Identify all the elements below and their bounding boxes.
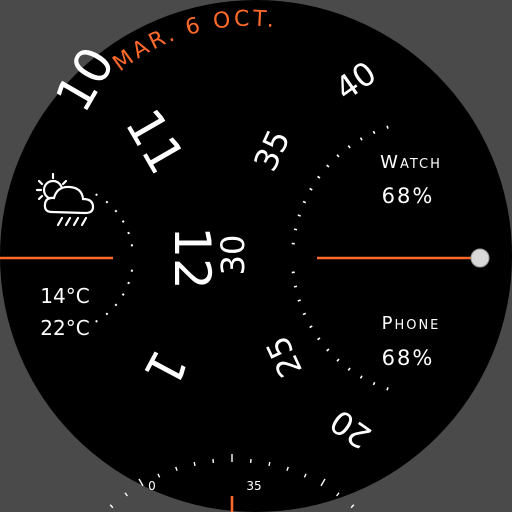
watch-battery-value: 68% xyxy=(381,184,435,208)
tick-mark xyxy=(297,214,301,217)
tick-mark xyxy=(317,337,321,341)
phone-battery-label: Phone xyxy=(381,313,441,334)
tick-mark xyxy=(105,200,109,204)
tick-mark xyxy=(121,220,125,223)
subdial-label-left: 0 xyxy=(148,479,156,493)
tick-mark xyxy=(347,145,351,149)
tick-mark xyxy=(297,299,301,302)
tick-mark xyxy=(320,478,326,487)
tick-mark xyxy=(386,387,389,391)
tick-mark xyxy=(302,312,307,316)
tick-mark xyxy=(303,473,307,478)
pointer-knob xyxy=(470,248,490,268)
tick-mark xyxy=(336,358,340,362)
tick-mark xyxy=(326,348,330,352)
tick-mark xyxy=(347,367,351,371)
tick-mark xyxy=(336,492,340,497)
tick-mark xyxy=(309,325,313,329)
tick-mark xyxy=(268,461,271,467)
minute-numeral-current: 30 xyxy=(214,235,252,276)
tick-mark xyxy=(336,154,340,158)
tick-mark xyxy=(372,130,376,135)
tick-mark xyxy=(175,466,178,471)
temperature-high: 22°C xyxy=(40,316,90,340)
tick-mark xyxy=(105,312,109,316)
tick-mark xyxy=(293,285,298,288)
tick-mark xyxy=(293,228,298,231)
tick-mark xyxy=(302,200,307,204)
tick-mark xyxy=(121,293,125,296)
tick-mark xyxy=(114,209,118,213)
subdial-label: 35 xyxy=(246,479,261,493)
tick-mark xyxy=(317,175,321,179)
tick-mark xyxy=(350,504,355,509)
tick-mark xyxy=(309,187,313,191)
tick-mark xyxy=(95,319,98,323)
bottom-subdial: 35 0 xyxy=(109,454,355,512)
tick-marks xyxy=(95,125,389,391)
tick-mark xyxy=(359,137,363,141)
tick-mark xyxy=(359,375,363,379)
tick-mark xyxy=(157,473,161,478)
tick-mark xyxy=(193,461,196,467)
tick-mark xyxy=(138,478,144,487)
hour-numeral-current: 12 xyxy=(163,226,221,290)
temperature-low: 14°C xyxy=(40,284,90,308)
tick-mark xyxy=(95,193,98,197)
tick-mark xyxy=(286,466,289,471)
tick-mark xyxy=(127,231,130,235)
tick-mark xyxy=(372,381,376,386)
tick-mark xyxy=(109,504,114,509)
tick-mark xyxy=(124,492,128,497)
tick-mark xyxy=(386,125,389,129)
phone-battery-value: 68% xyxy=(381,346,435,370)
tick-mark xyxy=(127,281,130,285)
tick-mark xyxy=(326,164,330,168)
watch-battery-label: Watch xyxy=(380,152,442,173)
cloud-rain-sun-icon xyxy=(35,172,95,227)
tick-mark xyxy=(114,303,118,307)
